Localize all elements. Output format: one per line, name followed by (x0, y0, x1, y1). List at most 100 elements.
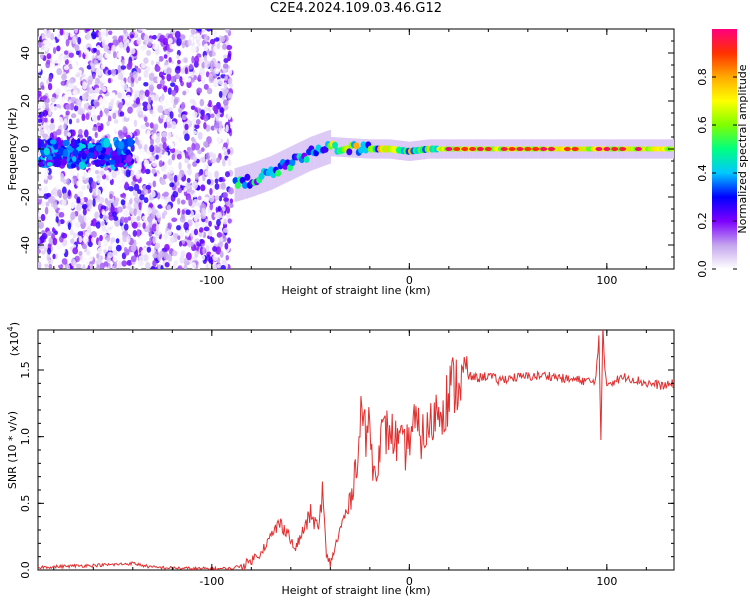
spectrogram-cell (117, 206, 123, 213)
spectrogram-halo (248, 164, 251, 198)
spectrogram-cell (226, 148, 231, 155)
spectrogram-cell (223, 135, 228, 143)
spectrogram-cell (142, 222, 146, 229)
spectrogram-cell (219, 107, 225, 113)
spectrogram-cell (179, 255, 185, 264)
spectrogram-cell (40, 116, 45, 125)
spectrogram-cell (86, 83, 90, 91)
spectrogram-cell (197, 74, 202, 81)
spectrogram-cell (109, 193, 113, 200)
spectrogram-cell (125, 102, 131, 107)
spectrogram-ridge-cell (275, 169, 282, 177)
spectrogram-cell (174, 73, 181, 80)
spectrogram-cell (107, 69, 112, 76)
spectrogram-cell (70, 96, 77, 103)
spectrogram-cell (192, 180, 199, 190)
spectrogram-halo (295, 143, 298, 178)
colorbar-gradient (712, 29, 737, 269)
spectrogram-cell (122, 204, 126, 209)
spectrogram-cell (205, 152, 211, 160)
spectrogram-cell (216, 231, 223, 238)
spectrogram-cell (105, 200, 112, 205)
spectrogram-cell (63, 118, 68, 124)
spectrogram-cell (217, 136, 222, 144)
spectrogram-cell (53, 29, 60, 37)
spectrogram-cell (47, 247, 52, 255)
spectrogram-cell (49, 209, 54, 215)
colorbar-tick-label: 0.8 (696, 68, 709, 86)
spectrogram-cell (53, 201, 58, 210)
spectrogram-cell (163, 86, 168, 93)
spectrogram-cell (117, 64, 121, 73)
spectrogram-cell (127, 216, 132, 221)
spectrogram-cell (210, 125, 216, 131)
spectrogram-cell (134, 249, 139, 258)
spectrogram-cell (91, 138, 95, 144)
spectrogram-peak-cell (469, 147, 477, 151)
spectrogram-cell (88, 147, 95, 154)
spectrogram-cell (47, 231, 53, 237)
spectrogram-cell (185, 209, 191, 216)
spectrogram-cell (87, 241, 93, 248)
spectrogram-cell (152, 162, 157, 167)
spectrogram-cell (178, 172, 182, 181)
spectrogram-cell (97, 31, 102, 37)
spectrogram-cell (191, 262, 197, 269)
spectrogram-cell (80, 60, 84, 69)
spectrogram-cell (60, 176, 65, 183)
spectrogram-peak-cell (500, 147, 508, 151)
spectrogram-cell (227, 67, 233, 76)
spectrogram-cell (197, 149, 203, 155)
spectrogram-cell (78, 190, 84, 198)
spectrogram-cell (135, 171, 141, 180)
spectrogram-cell (66, 90, 72, 98)
spectrogram-cell (97, 114, 101, 121)
spectrogram-cell (99, 262, 105, 269)
spectrogram-halo (293, 144, 297, 179)
spectrogram-cell (218, 237, 224, 242)
spectrogram-cell (203, 55, 208, 62)
spectrogram-cell (82, 208, 87, 216)
spectrogram-cell (44, 124, 49, 130)
spectrogram-cell (40, 85, 45, 90)
spectrogram-cell (72, 90, 79, 96)
spectrogram-cell (64, 84, 68, 92)
spectrogram-cell (151, 134, 157, 140)
spectrogram-cell (156, 192, 161, 200)
spectrogram-cell (142, 106, 148, 112)
spectrogram-cell (147, 41, 152, 47)
spectrogram-cell (199, 67, 205, 76)
spectrogram-cell (60, 158, 68, 166)
spectrogram-cell (68, 118, 73, 125)
spectrogram-cell (43, 147, 50, 156)
spectrogram-cell (160, 264, 164, 269)
snr-ytick-label: 1.5 (19, 361, 32, 379)
spectrogram-cell (76, 99, 82, 106)
spectrogram-cell (149, 30, 154, 36)
spectrogram-cell (139, 194, 145, 201)
spectrogram-cell (96, 194, 100, 201)
spectrogram-cell (38, 41, 43, 48)
spectrogram-cell (202, 246, 206, 255)
spectrogram-cell (213, 30, 217, 39)
snr-xtick-label: 0 (406, 575, 413, 588)
spectrogram-cell (148, 72, 155, 81)
spectrogram-cell (62, 94, 69, 103)
spectrogram-cell (184, 133, 190, 142)
spectrogram-ridge-cell (353, 142, 360, 150)
spectrogram-cell (222, 192, 229, 199)
spectrogram-cell (61, 246, 66, 255)
spectrogram-cell (127, 106, 133, 114)
snr-ytick-label: 1.0 (19, 428, 32, 446)
spectrogram-cell (158, 55, 164, 62)
snr-axes: -100 0 100 0.0 0.5 1.0 1.5 (19, 330, 674, 588)
spectrogram-cell (103, 138, 111, 148)
spectrogram-cell (223, 150, 228, 156)
spectrogram-cell (173, 174, 178, 183)
spectrogram-cell (107, 222, 113, 228)
spectrogram-cell (91, 63, 96, 72)
spectrogram-cell (214, 195, 220, 201)
spectrogram-cell (223, 54, 228, 60)
spectrogram-cell (81, 113, 86, 122)
